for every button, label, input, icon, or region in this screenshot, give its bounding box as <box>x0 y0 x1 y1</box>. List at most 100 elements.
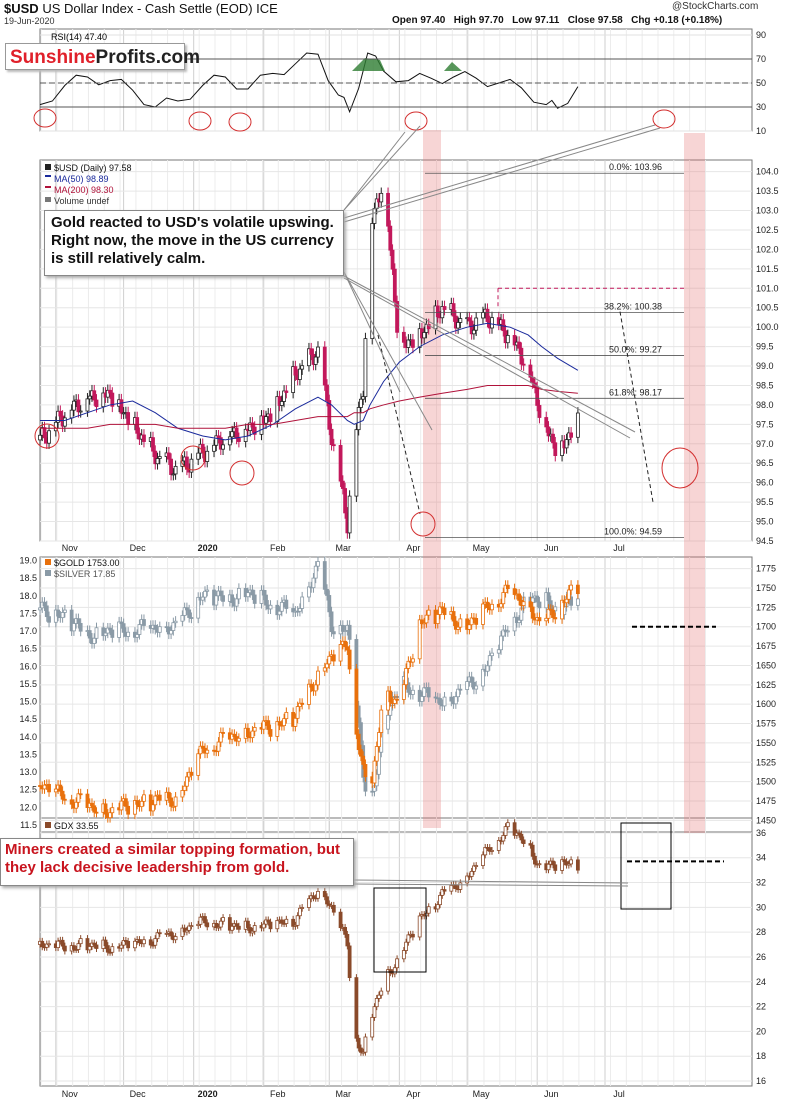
gdx-candle-body <box>440 889 445 896</box>
miners-callout: Miners created a similar topping formati… <box>0 838 354 886</box>
silver-candle-body <box>126 631 131 637</box>
x-tick-label: Jul <box>613 543 625 553</box>
usd-candle-body <box>537 405 542 418</box>
gold-candle-body <box>458 618 463 628</box>
gold-candle-body <box>78 793 83 796</box>
gold-candle-body <box>438 606 442 615</box>
usd-candle-body <box>307 348 311 367</box>
gold-candle-body <box>216 741 221 752</box>
gold-candle-body <box>442 607 447 616</box>
gdx-candle-body <box>105 945 110 953</box>
usd-candle-body <box>386 192 390 227</box>
usd-candle-body <box>58 410 63 417</box>
gold-candle-body <box>236 737 241 742</box>
gold-candle-body <box>282 718 286 727</box>
gold-candle-body <box>404 668 409 686</box>
usd-candle-body <box>395 301 399 333</box>
callout-pointer <box>353 883 629 887</box>
high-value: 97.70 <box>478 15 504 26</box>
silver-candle-body <box>343 630 348 632</box>
gold-candle-body <box>157 794 162 801</box>
usd-tick-label: 100.5 <box>756 303 779 313</box>
usd-candle-body <box>110 392 115 407</box>
gdx-candle-body <box>327 903 332 906</box>
gold-candle-body <box>347 649 352 670</box>
gdx-candle-body <box>512 822 517 836</box>
silver-candle-body <box>203 590 207 598</box>
gold-candle-body <box>566 589 571 600</box>
gdx-candle-body <box>85 938 90 951</box>
silver-candle-body <box>103 632 108 637</box>
silver-candle-body <box>456 688 461 698</box>
fib-level-label: 50.0%: 99.27 <box>609 345 662 355</box>
silver-candle-body <box>171 622 176 631</box>
gdx-candle-body <box>214 923 219 928</box>
silver-candle-body <box>76 618 81 624</box>
usd-tick-label: 102.5 <box>756 225 779 235</box>
silver-candle-body <box>442 696 447 707</box>
usd-candle-body <box>69 409 74 419</box>
gdx-tick-label: 30 <box>756 902 766 912</box>
trend-dashed <box>377 334 421 514</box>
gold-candle-body <box>485 601 490 609</box>
gold-candle-body <box>38 785 42 787</box>
gold-candle-body <box>42 784 47 790</box>
usd-candle-body <box>282 390 286 402</box>
x-tick-label: Nov <box>62 1089 79 1099</box>
usd-candle-body <box>234 427 239 439</box>
gdx-candle-body <box>184 929 189 933</box>
rsi-low-circle <box>33 108 57 128</box>
usd-candle-body <box>519 347 524 365</box>
gold-tick-label: 1775 <box>756 564 776 574</box>
gdx-candle-body <box>137 939 142 944</box>
silver-candle-body <box>449 696 454 702</box>
silver-candle-body <box>252 594 257 604</box>
gdx-tick-label: 20 <box>756 1026 766 1036</box>
usd-candle-body <box>218 437 223 450</box>
silver-candle-body <box>200 596 205 601</box>
gold-candle-body <box>58 784 63 792</box>
gdx-candle-body <box>551 860 555 866</box>
gold-candle-body <box>139 800 144 808</box>
x-tick-label: 2020 <box>198 1089 218 1099</box>
gold-candle-body <box>148 794 153 812</box>
gdx-tick-label: 16 <box>756 1076 766 1086</box>
gold-candle-body <box>47 783 51 793</box>
ohlc-readout: Open 97.40 High 97.70 Low 97.11 Close 97… <box>392 15 722 26</box>
silver-candle-body <box>487 655 492 667</box>
silver-tick-label: 16.5 <box>19 644 37 654</box>
gold-candle-body <box>196 753 201 776</box>
ticker-symbol: $USD <box>4 1 39 16</box>
gold-tick-label: 1625 <box>756 680 776 690</box>
silver-candle-body <box>505 630 510 633</box>
gold-candle-body <box>293 717 298 727</box>
gold-candle-body <box>74 801 79 809</box>
gdx-candle-body <box>205 922 210 928</box>
gdx-candle-body <box>564 861 569 866</box>
gdx-candle-body <box>246 920 250 928</box>
gold-tick-label: 1600 <box>756 699 776 709</box>
gdx-candle-body <box>311 895 316 899</box>
usd-candle-body <box>564 439 569 449</box>
gdx-candle-body <box>293 924 298 927</box>
x-tick-label: Apr <box>406 543 420 553</box>
silver-candle-body <box>92 637 97 644</box>
usd-candle-body <box>553 442 558 456</box>
usd-candle-body <box>401 331 406 343</box>
usd-legend-title: $USD (Daily) 97.58 <box>54 163 132 173</box>
silver-candle-body <box>377 751 381 775</box>
gold-candle-body <box>60 790 65 800</box>
usd-candle-body <box>277 396 282 406</box>
usd-candle-body <box>259 415 264 435</box>
usd-candle-body <box>528 364 533 378</box>
x-tick-label: Jun <box>544 1089 559 1099</box>
gold-candle-body <box>325 663 329 669</box>
gdx-candle-body <box>74 948 79 951</box>
gdx-candle-body <box>187 925 192 931</box>
silver-candle-body <box>56 609 60 617</box>
gdx-candle-body <box>537 863 542 866</box>
silver-tick-label: 13.0 <box>19 767 37 777</box>
gold-candle-body <box>316 670 320 686</box>
usd-candle-body <box>76 399 81 413</box>
gdx-candle-body <box>474 865 479 867</box>
